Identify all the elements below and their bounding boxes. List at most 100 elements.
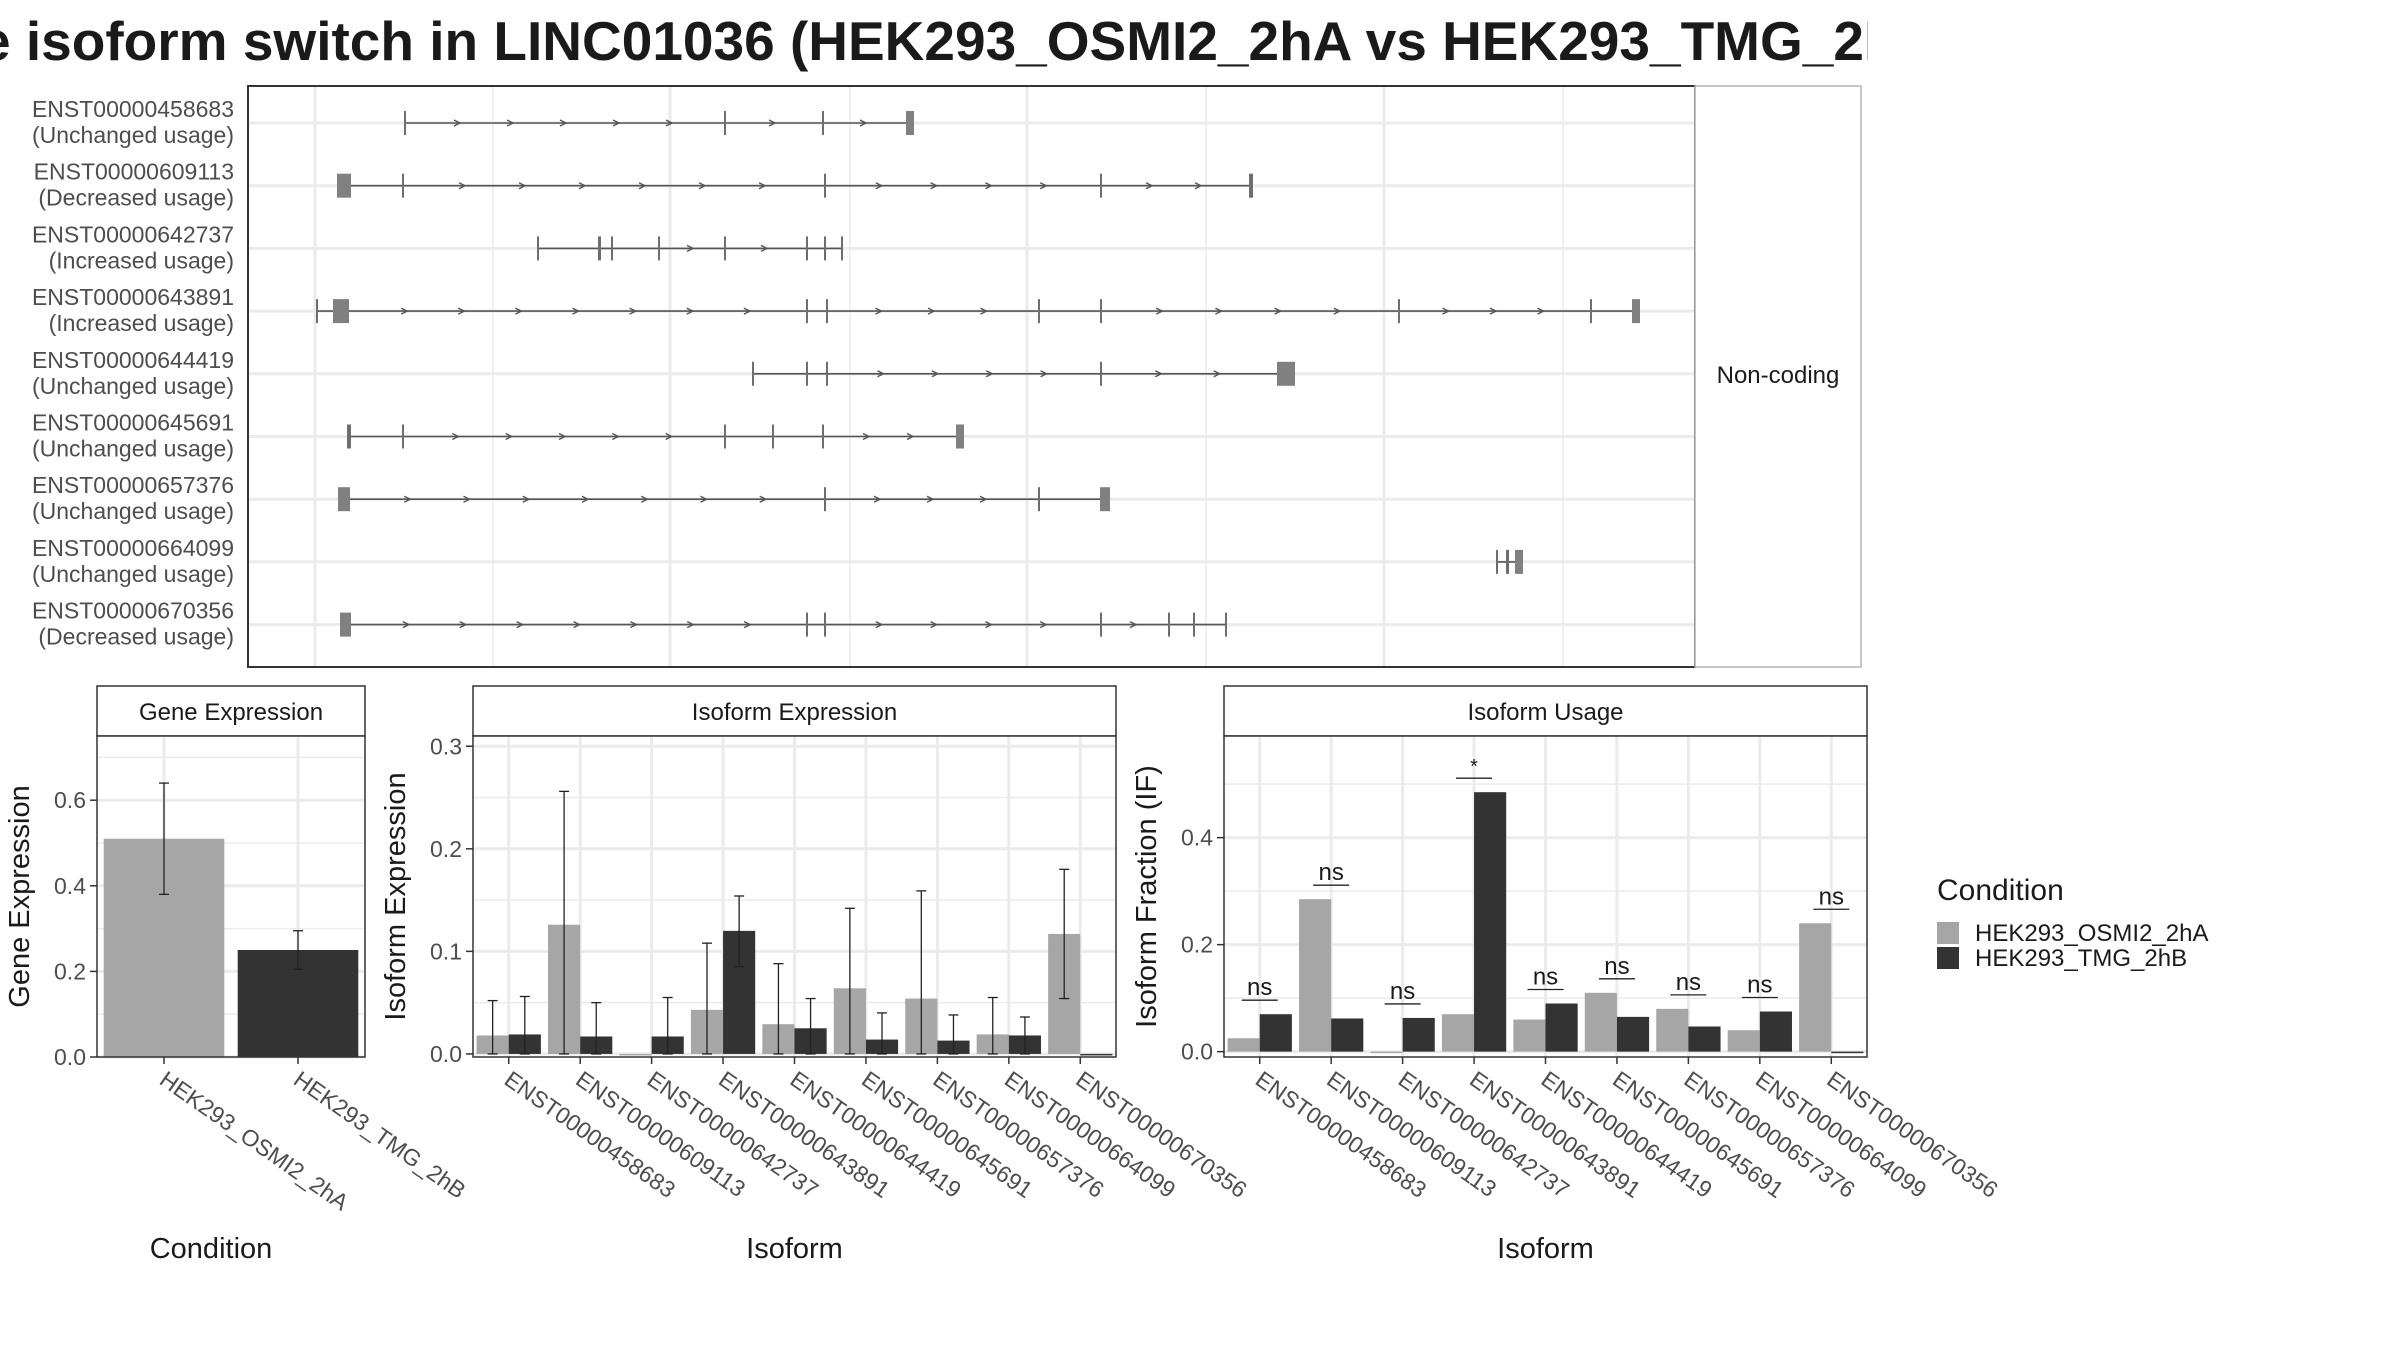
exon: [402, 424, 404, 449]
isoform-id-label: ENST00000670356: [32, 598, 234, 624]
exon: [340, 612, 351, 637]
strand-arrow: [985, 370, 994, 378]
strand-arrow: [926, 495, 935, 503]
y-tick-label: 0.2: [430, 836, 462, 862]
strand-arrow: [581, 495, 590, 503]
strand-arrow: [522, 495, 531, 503]
exon: [1100, 612, 1102, 637]
exon: [1038, 487, 1040, 512]
isoform-status-label: (Decreased usage): [38, 185, 234, 211]
strand-arrow: [700, 495, 709, 503]
isoform-id-label: ENST00000664099: [32, 535, 234, 561]
strand-arrow: [1333, 307, 1342, 315]
isoform-status-label: (Unchanged usage): [32, 122, 234, 148]
strand-arrow: [506, 119, 515, 127]
exon: [1100, 299, 1102, 324]
bar: [1259, 1014, 1292, 1052]
strand-arrow: [400, 307, 409, 315]
isoform-id-label: ENST00000458683: [32, 96, 234, 122]
exon: [1225, 612, 1227, 637]
isoform-id-label: ENST00000643891: [32, 284, 234, 310]
y-tick-label: 0.0: [1181, 1039, 1213, 1065]
bar: [1799, 923, 1832, 1052]
strand-arrow: [558, 432, 567, 441]
chart-title: e isoform switch in LINC01036 (HEK293_OS…: [0, 6, 1868, 76]
bar: [1299, 899, 1332, 1052]
strand-arrow: [573, 620, 582, 629]
exon: [404, 111, 406, 135]
legend-swatch: [1937, 922, 1959, 944]
y-tick-label: 0.0: [430, 1041, 462, 1067]
strand-arrow: [452, 432, 460, 441]
strand-arrow: [758, 182, 767, 190]
y-tick-label: 0.4: [1181, 825, 1213, 851]
y-tick-label: 0.1: [430, 938, 462, 964]
strand-arrow: [463, 495, 472, 503]
exon: [1496, 549, 1498, 574]
bar: [1513, 1019, 1546, 1052]
strand-arrow: [985, 620, 993, 629]
exon: [1100, 487, 1110, 512]
exon: [1249, 173, 1253, 198]
strand-arrow: [1145, 182, 1154, 190]
strand-arrow: [1194, 182, 1203, 190]
bar: [1688, 1026, 1721, 1052]
significance-label: ns: [1247, 974, 1272, 1001]
isoform-status-label: (Unchanged usage): [32, 498, 234, 524]
bar: [1331, 1018, 1364, 1052]
bar: [1474, 792, 1507, 1052]
exon: [316, 299, 318, 324]
strand-arrow: [760, 244, 769, 253]
exon: [724, 424, 726, 449]
exon: [1506, 549, 1509, 574]
strand-arrow: [931, 370, 940, 378]
strand-arrow: [979, 495, 988, 503]
bar: [1759, 1011, 1792, 1052]
strand-arrow: [1155, 307, 1164, 315]
isoform-id-label: ENST00000645691: [32, 410, 234, 436]
strand-arrow: [1274, 307, 1283, 315]
isoform-id-label: ENST00000657376: [32, 472, 234, 498]
exon: [1038, 299, 1040, 324]
significance-label: ns: [1676, 969, 1701, 996]
exon: [822, 424, 824, 449]
strand-arrow: [859, 119, 868, 127]
structure-strip: [1694, 85, 1862, 668]
exon: [347, 424, 351, 449]
strand-arrow: [459, 620, 468, 629]
strand-arrow: [665, 432, 674, 441]
significance-label: ns: [1533, 964, 1558, 991]
significance-label: ns: [1819, 883, 1844, 910]
strand-arrow: [743, 307, 752, 315]
exon: [537, 236, 539, 261]
isoform-status-label: (Increased usage): [49, 310, 234, 336]
exon: [1515, 549, 1523, 574]
panel-border: [96, 735, 366, 1058]
bar: [1616, 1016, 1650, 1052]
strand-arrow: [1155, 370, 1163, 378]
x-axis-title: Condition: [150, 1233, 273, 1265]
exon: [337, 173, 351, 198]
strand-arrow: [572, 307, 581, 315]
strand-arrow: [1039, 620, 1048, 629]
strand-arrow: [457, 307, 466, 315]
exon: [826, 299, 828, 324]
x-axis-title: Isoform: [1497, 1233, 1594, 1265]
exon: [822, 111, 824, 135]
y-tick-label: 0.0: [54, 1044, 86, 1070]
exon: [824, 612, 826, 637]
strand-arrow: [877, 370, 885, 378]
panel-title: Isoform Expression: [692, 699, 897, 726]
strand-arrow: [1040, 370, 1049, 378]
exon: [826, 361, 828, 386]
exon: [333, 299, 349, 324]
exon: [824, 236, 826, 261]
strand-arrow: [930, 620, 939, 629]
y-axis-title: Gene Expression: [4, 785, 36, 1007]
bar: [1441, 1014, 1475, 1052]
structure-panel-bg: [248, 86, 1695, 667]
exon: [772, 424, 774, 449]
